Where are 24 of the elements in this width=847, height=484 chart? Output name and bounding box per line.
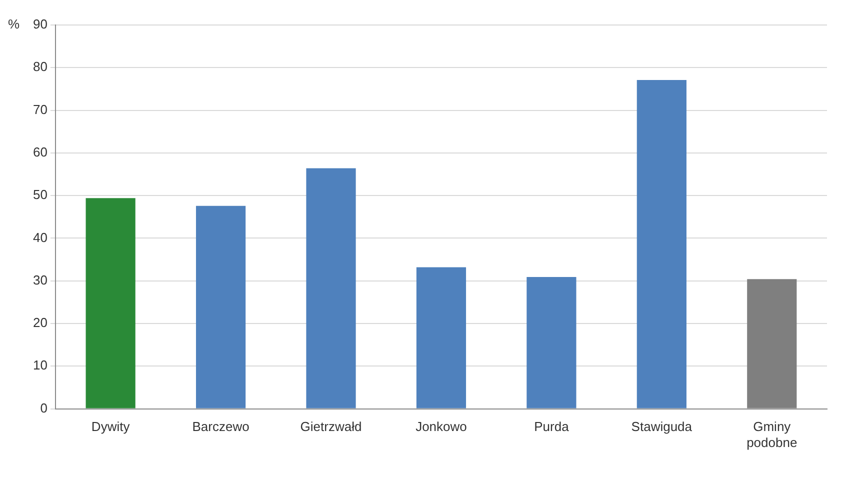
x-tick-label: Purda [534,419,570,434]
y-axis-title: % [8,16,20,32]
bar [196,206,246,408]
x-tick-label: Gminy podobne [746,419,798,450]
y-tick-label: 10 [32,358,48,373]
y-tick-label: 90 [32,16,48,32]
y-tick-label: 60 [32,144,48,160]
bar [416,267,466,408]
y-tick-label: 70 [32,102,48,117]
y-tick-label: 0 [40,400,48,416]
y-tick-label: 50 [32,187,48,202]
x-tick-label: Stawiguda [631,419,693,434]
y-tick-label: 80 [32,59,48,74]
y-tick-label: 20 [32,315,48,330]
x-tick-label: Dywity [91,419,130,434]
y-tick-label: 30 [32,272,48,288]
bar [526,277,576,408]
x-tick-label: Jonkowo [416,419,467,434]
x-tick-label: Barczewo [192,419,250,434]
bar [306,168,356,408]
y-tick-label: 40 [32,230,48,245]
x-tick-label: Gietrzwałd [300,419,362,434]
bar [636,80,686,408]
bar [86,198,136,408]
